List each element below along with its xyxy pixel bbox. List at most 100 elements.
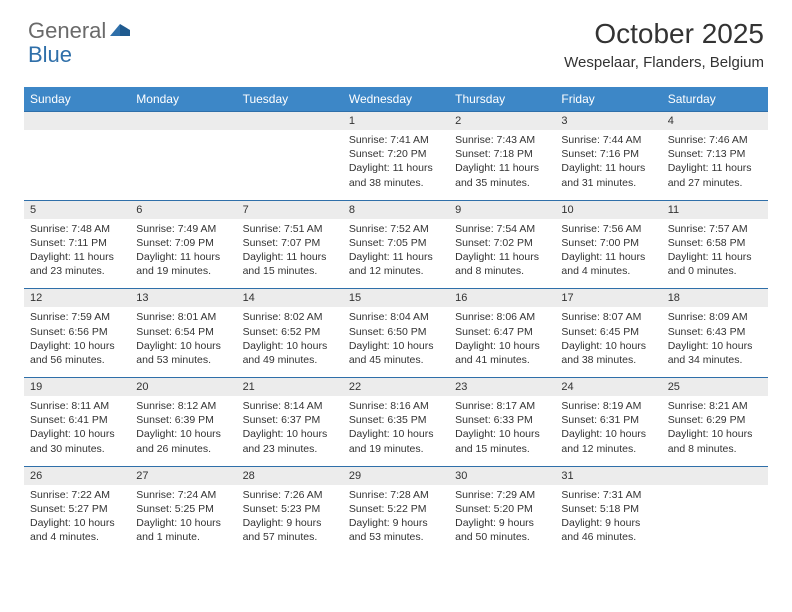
sunset-text: Sunset: 6:47 PM: [455, 325, 549, 339]
content-row: Sunrise: 7:48 AMSunset: 7:11 PMDaylight:…: [24, 219, 768, 289]
logo-text-general: General: [28, 18, 106, 44]
daynum-cell: 4: [662, 112, 768, 131]
sunrise-text: Sunrise: 7:44 AM: [561, 133, 655, 147]
daynum-cell: 20: [130, 378, 236, 397]
content-row: Sunrise: 7:59 AMSunset: 6:56 PMDaylight:…: [24, 307, 768, 377]
daynum-cell: 16: [449, 289, 555, 308]
logo-subline: Blue: [28, 42, 72, 68]
day-content-cell: Sunrise: 7:57 AMSunset: 6:58 PMDaylight:…: [662, 219, 768, 289]
daynum-cell: 1: [343, 112, 449, 131]
daylight-text: Daylight: 11 hours and 31 minutes.: [561, 161, 655, 189]
day-content-cell: Sunrise: 8:02 AMSunset: 6:52 PMDaylight:…: [237, 307, 343, 377]
sunset-text: Sunset: 7:18 PM: [455, 147, 549, 161]
sunrise-text: Sunrise: 8:17 AM: [455, 399, 549, 413]
sunset-text: Sunset: 6:50 PM: [349, 325, 443, 339]
daylight-text: Daylight: 11 hours and 35 minutes.: [455, 161, 549, 189]
daylight-text: Daylight: 10 hours and 12 minutes.: [561, 427, 655, 455]
daylight-text: Daylight: 10 hours and 34 minutes.: [668, 339, 762, 367]
sunset-text: Sunset: 6:52 PM: [243, 325, 337, 339]
daylight-text: Daylight: 10 hours and 53 minutes.: [136, 339, 230, 367]
daylight-text: Daylight: 10 hours and 4 minutes.: [30, 516, 124, 544]
sunset-text: Sunset: 7:02 PM: [455, 236, 549, 250]
month-title: October 2025: [564, 18, 764, 50]
day-content-cell: Sunrise: 7:31 AMSunset: 5:18 PMDaylight:…: [555, 485, 661, 555]
title-block: October 2025 Wespelaar, Flanders, Belgiu…: [564, 18, 764, 71]
sunrise-text: Sunrise: 8:09 AM: [668, 310, 762, 324]
daynum-cell: 19: [24, 378, 130, 397]
daynum-cell: [237, 112, 343, 131]
daynum-cell: 10: [555, 200, 661, 219]
sunset-text: Sunset: 6:33 PM: [455, 413, 549, 427]
daynum-cell: 21: [237, 378, 343, 397]
dayhead-thu: Thursday: [449, 87, 555, 112]
day-content-cell: Sunrise: 7:44 AMSunset: 7:16 PMDaylight:…: [555, 130, 661, 200]
day-content-cell: Sunrise: 7:49 AMSunset: 7:09 PMDaylight:…: [130, 219, 236, 289]
daylight-text: Daylight: 9 hours and 57 minutes.: [243, 516, 337, 544]
dayhead-sat: Saturday: [662, 87, 768, 112]
day-content-cell: [237, 130, 343, 200]
day-content-cell: Sunrise: 8:17 AMSunset: 6:33 PMDaylight:…: [449, 396, 555, 466]
sunset-text: Sunset: 5:18 PM: [561, 502, 655, 516]
daynum-cell: 5: [24, 200, 130, 219]
day-content-cell: Sunrise: 7:48 AMSunset: 7:11 PMDaylight:…: [24, 219, 130, 289]
daylight-text: Daylight: 11 hours and 19 minutes.: [136, 250, 230, 278]
sunset-text: Sunset: 7:11 PM: [30, 236, 124, 250]
daylight-text: Daylight: 10 hours and 41 minutes.: [455, 339, 549, 367]
day-header-row: Sunday Monday Tuesday Wednesday Thursday…: [24, 87, 768, 112]
daylight-text: Daylight: 10 hours and 30 minutes.: [30, 427, 124, 455]
daynum-cell: 14: [237, 289, 343, 308]
day-content-cell: Sunrise: 7:22 AMSunset: 5:27 PMDaylight:…: [24, 485, 130, 555]
dayhead-wed: Wednesday: [343, 87, 449, 112]
daylight-text: Daylight: 11 hours and 4 minutes.: [561, 250, 655, 278]
daynum-cell: 28: [237, 466, 343, 485]
day-content-cell: Sunrise: 8:09 AMSunset: 6:43 PMDaylight:…: [662, 307, 768, 377]
daylight-text: Daylight: 10 hours and 49 minutes.: [243, 339, 337, 367]
sunset-text: Sunset: 6:37 PM: [243, 413, 337, 427]
sunrise-text: Sunrise: 8:06 AM: [455, 310, 549, 324]
daylight-text: Daylight: 10 hours and 45 minutes.: [349, 339, 443, 367]
day-content-cell: Sunrise: 8:21 AMSunset: 6:29 PMDaylight:…: [662, 396, 768, 466]
sunset-text: Sunset: 6:45 PM: [561, 325, 655, 339]
daynum-cell: 18: [662, 289, 768, 308]
daynum-cell: 3: [555, 112, 661, 131]
day-content-cell: Sunrise: 8:04 AMSunset: 6:50 PMDaylight:…: [343, 307, 449, 377]
daynum-cell: 11: [662, 200, 768, 219]
daylight-text: Daylight: 11 hours and 38 minutes.: [349, 161, 443, 189]
sunrise-text: Sunrise: 7:56 AM: [561, 222, 655, 236]
daynum-cell: 12: [24, 289, 130, 308]
sunrise-text: Sunrise: 7:52 AM: [349, 222, 443, 236]
sunset-text: Sunset: 7:13 PM: [668, 147, 762, 161]
day-content-cell: Sunrise: 8:07 AMSunset: 6:45 PMDaylight:…: [555, 307, 661, 377]
sunset-text: Sunset: 6:58 PM: [668, 236, 762, 250]
sunrise-text: Sunrise: 8:02 AM: [243, 310, 337, 324]
sunrise-text: Sunrise: 8:14 AM: [243, 399, 337, 413]
sunset-text: Sunset: 7:07 PM: [243, 236, 337, 250]
day-content-cell: Sunrise: 7:54 AMSunset: 7:02 PMDaylight:…: [449, 219, 555, 289]
sunset-text: Sunset: 7:00 PM: [561, 236, 655, 250]
day-content-cell: Sunrise: 8:19 AMSunset: 6:31 PMDaylight:…: [555, 396, 661, 466]
daynum-cell: 26: [24, 466, 130, 485]
daylight-text: Daylight: 11 hours and 15 minutes.: [243, 250, 337, 278]
day-content-cell: Sunrise: 7:46 AMSunset: 7:13 PMDaylight:…: [662, 130, 768, 200]
sunset-text: Sunset: 6:41 PM: [30, 413, 124, 427]
daynum-cell: 7: [237, 200, 343, 219]
daylight-text: Daylight: 10 hours and 19 minutes.: [349, 427, 443, 455]
daylight-text: Daylight: 9 hours and 53 minutes.: [349, 516, 443, 544]
sunrise-text: Sunrise: 7:46 AM: [668, 133, 762, 147]
dayhead-sun: Sunday: [24, 87, 130, 112]
day-content-cell: Sunrise: 7:41 AMSunset: 7:20 PMDaylight:…: [343, 130, 449, 200]
logo-mark-icon: [110, 20, 132, 43]
day-content-cell: Sunrise: 8:12 AMSunset: 6:39 PMDaylight:…: [130, 396, 236, 466]
daynum-cell: 30: [449, 466, 555, 485]
daylight-text: Daylight: 9 hours and 46 minutes.: [561, 516, 655, 544]
sunrise-text: Sunrise: 7:54 AM: [455, 222, 549, 236]
day-content-cell: Sunrise: 7:28 AMSunset: 5:22 PMDaylight:…: [343, 485, 449, 555]
day-content-cell: Sunrise: 7:59 AMSunset: 6:56 PMDaylight:…: [24, 307, 130, 377]
daynum-cell: 22: [343, 378, 449, 397]
daynum-cell: [24, 112, 130, 131]
daynum-row: 567891011: [24, 200, 768, 219]
sunrise-text: Sunrise: 7:59 AM: [30, 310, 124, 324]
sunset-text: Sunset: 5:20 PM: [455, 502, 549, 516]
daynum-cell: 15: [343, 289, 449, 308]
day-content-cell: Sunrise: 7:26 AMSunset: 5:23 PMDaylight:…: [237, 485, 343, 555]
